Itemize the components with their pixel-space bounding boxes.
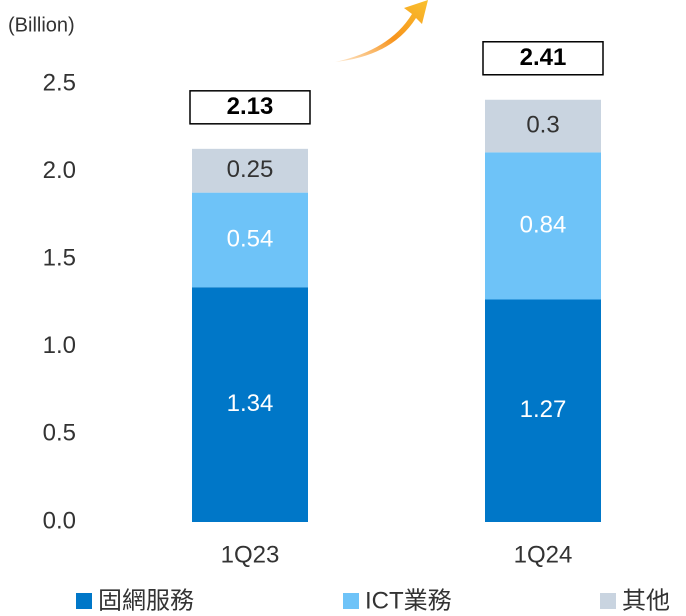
legend-swatch (76, 593, 92, 609)
value-label: 1.27 (520, 396, 567, 423)
value-label: 0.3 (526, 111, 559, 138)
growth-arrow (335, 0, 428, 62)
y-tick-label: 2.5 (43, 69, 76, 96)
bar-segment (192, 192, 308, 288)
legend-label: ICT業務 (365, 587, 452, 614)
bar-segment (192, 148, 308, 193)
y-tick-label: 0.5 (43, 420, 76, 447)
total-label: 2.13 (227, 93, 274, 120)
legend-swatch (600, 593, 616, 609)
bar-segment (485, 299, 601, 522)
value-label: 0.54 (227, 225, 274, 252)
legend-swatch (343, 593, 359, 609)
x-tick-label: 1Q24 (514, 541, 573, 568)
y-tick-label: 1.0 (43, 332, 76, 359)
total-label: 2.41 (520, 44, 567, 71)
total-box (482, 41, 604, 76)
y-tick-label: 2.0 (43, 157, 76, 184)
value-label: 0.84 (520, 211, 567, 238)
legend-label: 固網服務 (98, 587, 194, 614)
bar-segment (485, 152, 601, 300)
legend-label: 其他 (622, 587, 670, 614)
value-label: 1.34 (227, 390, 274, 417)
bar-segment (485, 99, 601, 153)
y-tick-label: 1.5 (43, 245, 76, 272)
total-box (189, 90, 311, 125)
y-tick-label: 0.0 (43, 507, 76, 534)
unit-label: (Billion) (8, 14, 75, 36)
bar-segment (192, 287, 308, 522)
value-label: 0.25 (227, 156, 274, 183)
x-tick-label: 1Q23 (221, 541, 280, 568)
